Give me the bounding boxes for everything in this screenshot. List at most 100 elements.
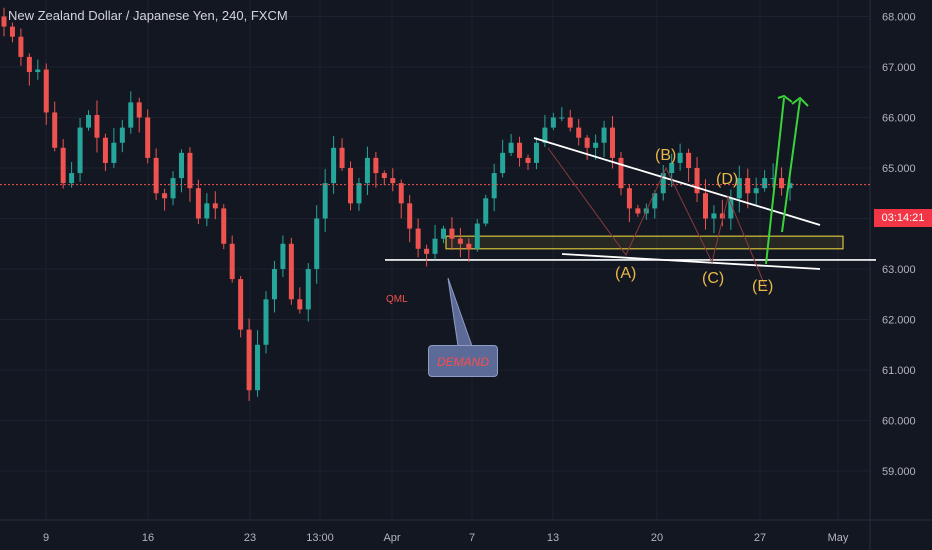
wave-label-a: (A) xyxy=(615,265,637,282)
candle-body xyxy=(610,127,616,158)
demand-zone xyxy=(445,235,844,250)
candle-body xyxy=(398,183,404,204)
candle-body xyxy=(162,193,168,199)
candle-body xyxy=(246,329,252,391)
wave-label-c: (C) xyxy=(702,270,725,287)
candle-body xyxy=(474,223,480,249)
y-tick-label: 66.000 xyxy=(882,113,916,125)
candle-body xyxy=(212,203,218,209)
candle-body xyxy=(238,279,244,330)
candle-body xyxy=(525,157,531,163)
candle-body xyxy=(136,102,142,118)
candle-body xyxy=(60,147,66,184)
candle-body xyxy=(178,152,184,179)
candle-body xyxy=(339,147,345,168)
target-arrow-2-head xyxy=(791,96,809,107)
candle-body xyxy=(753,188,759,194)
candle-body xyxy=(618,157,624,189)
candle-body xyxy=(9,26,15,37)
candle-body xyxy=(491,173,497,199)
candle-body xyxy=(356,183,362,204)
candle-body xyxy=(35,69,41,73)
lower-trendline xyxy=(561,253,821,270)
candle-body xyxy=(533,142,539,163)
target-arrow-2 xyxy=(781,99,801,233)
x-tick-label: May xyxy=(828,532,849,544)
candle-body xyxy=(314,218,320,269)
candle-body xyxy=(432,238,438,254)
candle-body xyxy=(652,193,658,209)
candle-body xyxy=(779,178,785,189)
candle-body xyxy=(348,168,354,204)
candle-body xyxy=(18,36,24,57)
y-tick-label: 60.000 xyxy=(882,416,916,428)
candle-body xyxy=(728,198,734,219)
y-tick-label: 65.000 xyxy=(882,163,916,175)
candle-body xyxy=(500,152,506,174)
candle-body xyxy=(364,157,370,184)
candle-body xyxy=(1,16,7,27)
candle-body xyxy=(787,183,793,189)
candle-body xyxy=(677,152,683,163)
candle-body xyxy=(381,173,387,179)
candle-body xyxy=(170,178,176,199)
candle-body xyxy=(593,142,599,148)
candle-body xyxy=(331,147,337,184)
chart-title: New Zealand Dollar / Japanese Yen, 240, … xyxy=(8,8,288,23)
candle-body xyxy=(736,178,742,199)
candle-body xyxy=(449,228,455,239)
candle-body xyxy=(297,299,303,310)
candle-body xyxy=(153,157,159,194)
candle-body xyxy=(263,299,269,345)
wave-path xyxy=(547,147,767,289)
candle-body xyxy=(255,344,261,391)
y-tick-label: 68.000 xyxy=(882,12,916,24)
candle-body xyxy=(111,142,117,163)
candle-body xyxy=(280,243,286,269)
candle-body xyxy=(221,208,227,244)
candle-body xyxy=(43,69,49,113)
candle-body xyxy=(702,193,708,219)
candle-body xyxy=(770,178,776,180)
candle-body xyxy=(550,117,556,128)
x-tick-label: 13:00 xyxy=(306,532,334,544)
candle-body xyxy=(694,168,700,194)
candle-body xyxy=(305,269,311,310)
candle-body xyxy=(86,114,92,128)
y-tick-label: 61.000 xyxy=(882,365,916,377)
candle-body xyxy=(626,188,632,209)
candle-body xyxy=(52,112,58,148)
x-tick-label: 7 xyxy=(469,532,475,544)
candle-body xyxy=(762,178,768,189)
candle-body xyxy=(711,213,717,219)
x-tick-label: 13 xyxy=(547,532,559,544)
candle-body xyxy=(669,162,675,174)
wave-label-b: (B) xyxy=(655,147,677,164)
candle-body xyxy=(686,152,692,168)
candle-body xyxy=(440,228,446,239)
candle-body xyxy=(26,56,32,73)
candle-body xyxy=(288,243,294,300)
candle-body xyxy=(407,203,413,229)
candle-body xyxy=(559,117,565,119)
candle-body xyxy=(424,248,430,254)
candle-body xyxy=(508,142,514,153)
target-arrow-1-head xyxy=(777,94,793,103)
candle-body xyxy=(322,183,328,219)
candle-body xyxy=(119,127,125,143)
candle-body xyxy=(390,178,396,184)
qml-label: QML xyxy=(386,294,408,305)
y-tick-label: 63.000 xyxy=(882,264,916,276)
candle-body xyxy=(128,102,134,128)
x-tick-label: 9 xyxy=(43,532,49,544)
wave-label-d: (D) xyxy=(716,171,739,188)
x-tick-label: 23 xyxy=(244,532,256,544)
candle-body xyxy=(195,188,201,219)
candle-body xyxy=(187,152,193,189)
y-tick-label: 67.000 xyxy=(882,62,916,74)
candle-body xyxy=(466,243,472,249)
candle-body xyxy=(145,117,151,158)
candle-body xyxy=(94,114,100,138)
